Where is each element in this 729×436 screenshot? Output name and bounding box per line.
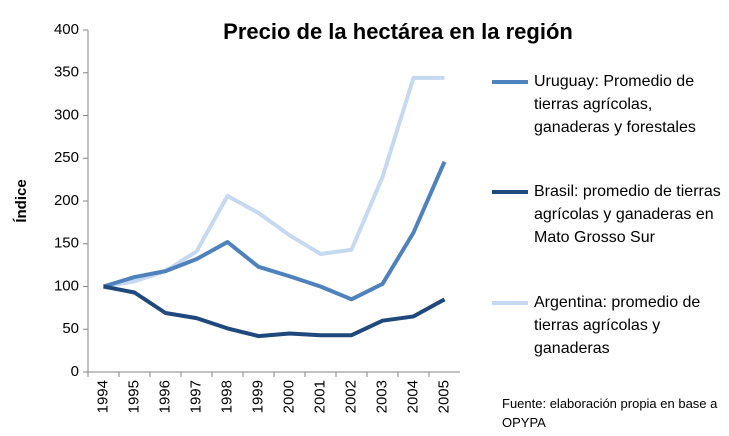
y-axis-label: Índice [13,179,30,222]
y-tick-label: 150 [54,235,79,252]
x-tick-label: 1996 [156,380,173,413]
legend-item: Uruguay: Promedio de tierras agrícolas, … [492,70,728,139]
x-tick-label: 1994 [94,380,111,413]
y-tick-label: 50 [62,320,79,337]
source-note: Fuente: elaboración propia en base a OPY… [502,396,718,430]
y-tick-label: 0 [71,363,79,380]
legend-label: Brasil: promedio de tierras agrícolas y … [534,183,721,246]
y-tick-label: 200 [54,192,79,209]
series-line [103,75,445,289]
legend-swatch [492,80,528,84]
x-tick-label: 2004 [404,380,421,413]
series-line [103,284,446,339]
x-tick-label: 2002 [342,380,359,413]
y-tick-label: 300 [54,106,79,123]
legend-swatch [492,301,528,305]
chart-title: Precio de la hectárea en la región [223,19,573,44]
legend-swatch [492,190,528,194]
legend-label: Uruguay: Promedio de tierras agrícolas, … [534,73,696,136]
y-tick-label: 100 [54,277,79,294]
x-tick-label: 2001 [311,380,328,413]
x-tick-label: 2003 [373,380,390,413]
y-tick-label: 400 [54,21,79,38]
legend-item: Argentina: promedio de tierras agrícolas… [492,291,728,360]
x-tick-label: 1997 [187,380,204,413]
x-tick-label: 1999 [249,380,266,413]
x-tick-label: 1998 [218,380,235,413]
y-tick-label: 350 [54,64,79,81]
x-tick-label: 1995 [125,380,142,413]
x-tick-label: 2005 [435,380,452,413]
legend-label: Argentina: promedio de tierras agrícolas… [534,294,701,357]
y-tick-label: 250 [54,149,79,166]
series-line [102,160,447,302]
x-tick-label: 2000 [280,380,297,413]
legend-item: Brasil: promedio de tierras agrícolas y … [492,180,728,249]
